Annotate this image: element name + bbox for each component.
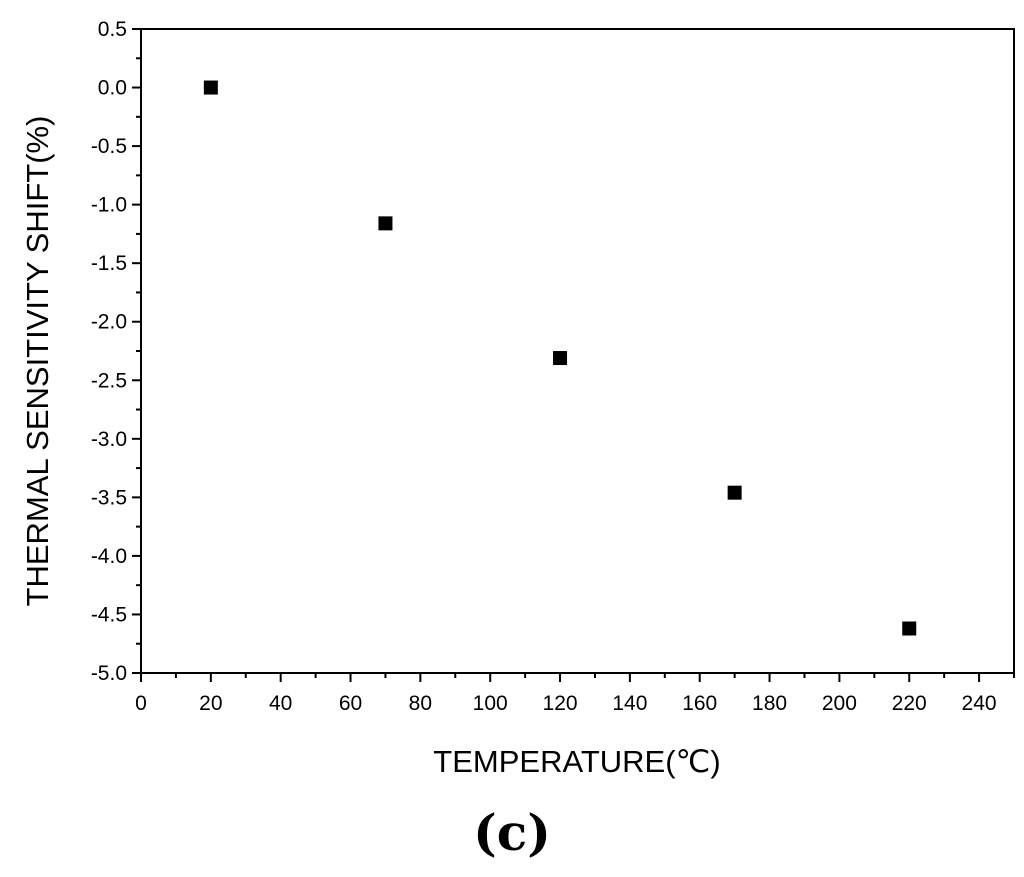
data-point bbox=[727, 485, 742, 500]
y-tick-label: -0.5 bbox=[91, 135, 127, 158]
y-tick-label: 0.5 bbox=[98, 18, 127, 41]
x-tick-label: 180 bbox=[752, 692, 787, 715]
x-tick-label: 140 bbox=[612, 692, 647, 715]
x-tick-label: 200 bbox=[822, 692, 857, 715]
data-point bbox=[378, 216, 393, 231]
x-tick-label: 120 bbox=[543, 692, 578, 715]
y-axis-title: THERMAL SENSITIVITY SHIFT(%) bbox=[20, 116, 55, 607]
y-tick-label: -3.0 bbox=[91, 428, 127, 451]
data-point bbox=[203, 80, 218, 95]
x-tick-label: 40 bbox=[269, 692, 292, 715]
y-tick-label: -1.5 bbox=[91, 252, 127, 275]
x-axis-ticks: 0 20 40 60 80 100 120 140 160 180 200 220 240 bbox=[135, 673, 1015, 715]
y-axis-ticks: 0.5 0.0 -0.5 -1.0 -1.5 -2.0 -2.5 -3.0 -3.5 -4.0 -4… bbox=[91, 18, 141, 685]
x-tick-label: 0 bbox=[135, 692, 147, 715]
data-points bbox=[203, 80, 917, 636]
y-tick-label: -3.5 bbox=[91, 486, 127, 509]
x-tick-label: 60 bbox=[339, 692, 362, 715]
y-tick-label: -2.0 bbox=[91, 311, 127, 334]
x-tick-label: 20 bbox=[199, 692, 222, 715]
y-tick-label: -1.0 bbox=[91, 194, 127, 217]
y-tick-label: -4.0 bbox=[91, 545, 127, 568]
y-tick-label: -5.0 bbox=[91, 662, 127, 685]
x-tick-label: 220 bbox=[892, 692, 927, 715]
x-tick-label: 240 bbox=[962, 692, 997, 715]
data-point bbox=[902, 621, 917, 636]
y-tick-label: 0.0 bbox=[98, 77, 127, 100]
x-axis-title: TEMPERATURE(℃) bbox=[433, 744, 720, 779]
y-tick-label: -4.5 bbox=[91, 603, 127, 626]
x-tick-label: 80 bbox=[409, 692, 432, 715]
plot-frame bbox=[140, 28, 1015, 674]
x-tick-label: 100 bbox=[473, 692, 508, 715]
data-point bbox=[553, 351, 568, 366]
x-tick-label: 160 bbox=[682, 692, 717, 715]
y-tick-label: -2.5 bbox=[91, 369, 127, 392]
panel-label: (c) bbox=[473, 803, 551, 862]
